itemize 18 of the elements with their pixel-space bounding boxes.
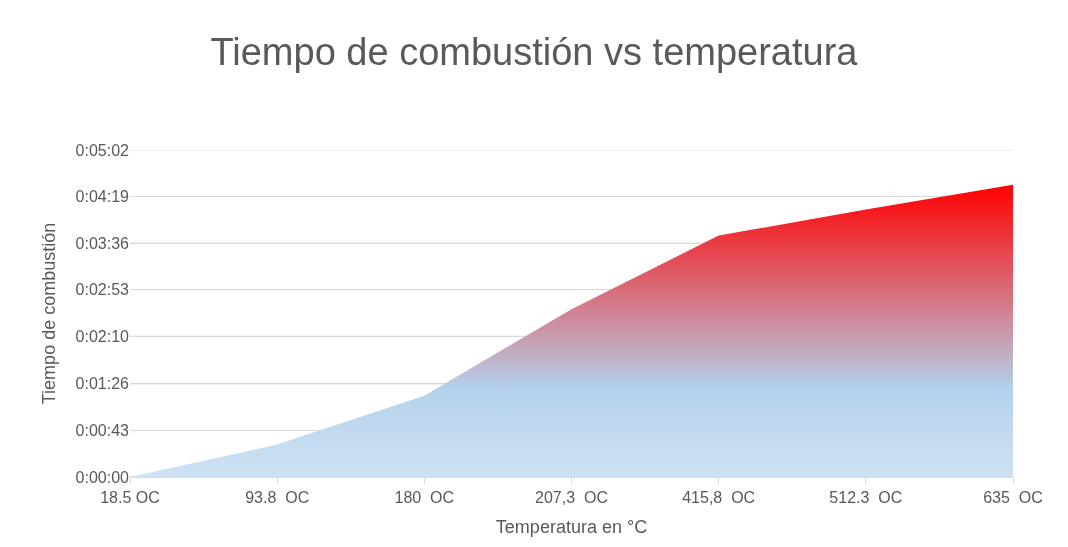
x-tick-label: 512.3 OC — [829, 489, 903, 507]
y-tick-label: 0:02:53 — [75, 281, 130, 299]
x-tick-label: 180 OC — [394, 489, 455, 507]
x-axis-title: Temperatura en °C — [495, 517, 648, 538]
y-tick-label: 0:03:36 — [75, 234, 130, 252]
y-tick-label: 0:01:26 — [75, 375, 130, 393]
y-tick-label: 0:05:02 — [75, 141, 130, 159]
y-axis-title: Tiempo de combustión — [38, 222, 59, 405]
y-tick-label: 0:00:43 — [75, 422, 130, 440]
x-tick-label: 18.5 OC — [100, 489, 160, 507]
x-tick-label: 207,3 OC — [535, 489, 608, 507]
x-tick-label: 93.8 OC — [245, 489, 310, 507]
x-tick-label: 635 OC — [983, 489, 1043, 507]
y-tick-label: 0:02:10 — [75, 327, 130, 345]
chart-title: Tiempo de combustión vs temperatura — [210, 30, 859, 73]
y-tick-label: 0:00:00 — [75, 468, 130, 486]
x-tick-label: 415,8 OC — [682, 489, 756, 507]
y-tick-label: 0:04:19 — [75, 188, 130, 206]
